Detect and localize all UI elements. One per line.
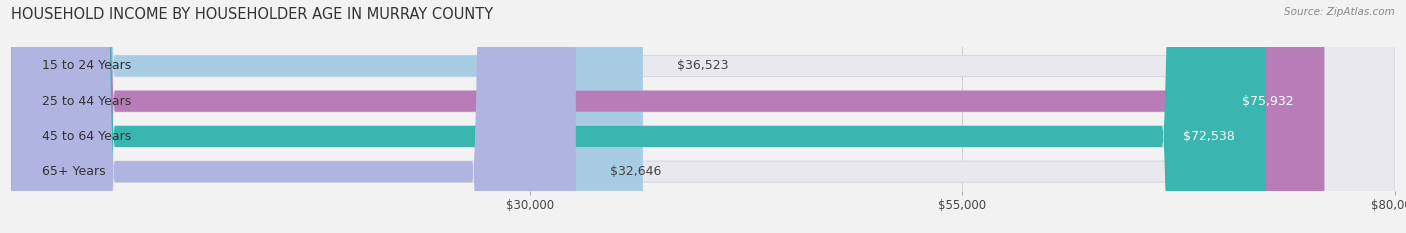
FancyBboxPatch shape	[11, 0, 1395, 233]
Text: $32,646: $32,646	[610, 165, 662, 178]
FancyBboxPatch shape	[11, 0, 576, 233]
FancyBboxPatch shape	[11, 0, 1395, 233]
Text: Source: ZipAtlas.com: Source: ZipAtlas.com	[1284, 7, 1395, 17]
FancyBboxPatch shape	[11, 0, 1395, 233]
FancyBboxPatch shape	[11, 0, 1324, 233]
Text: $36,523: $36,523	[678, 59, 728, 72]
FancyBboxPatch shape	[11, 0, 643, 233]
Text: 45 to 64 Years: 45 to 64 Years	[42, 130, 132, 143]
FancyBboxPatch shape	[11, 0, 1265, 233]
Text: $72,538: $72,538	[1182, 130, 1234, 143]
Text: $75,932: $75,932	[1241, 95, 1294, 108]
Text: 15 to 24 Years: 15 to 24 Years	[42, 59, 132, 72]
FancyBboxPatch shape	[11, 0, 1395, 233]
Text: HOUSEHOLD INCOME BY HOUSEHOLDER AGE IN MURRAY COUNTY: HOUSEHOLD INCOME BY HOUSEHOLDER AGE IN M…	[11, 7, 494, 22]
Text: 25 to 44 Years: 25 to 44 Years	[42, 95, 132, 108]
Text: 65+ Years: 65+ Years	[42, 165, 105, 178]
